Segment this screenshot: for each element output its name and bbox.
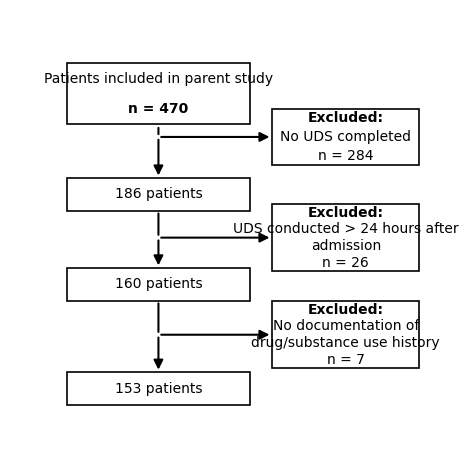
Text: 153 patients: 153 patients: [115, 382, 202, 396]
Text: Patients included in parent study: Patients included in parent study: [44, 71, 273, 85]
Text: No UDS completed: No UDS completed: [280, 130, 411, 144]
FancyBboxPatch shape: [272, 109, 419, 165]
Text: n = 26: n = 26: [322, 255, 369, 269]
Text: drug/substance use history: drug/substance use history: [252, 336, 440, 350]
Text: No documentation of: No documentation of: [273, 319, 419, 333]
Text: 160 patients: 160 patients: [115, 277, 202, 291]
Text: UDS conducted > 24 hours after: UDS conducted > 24 hours after: [233, 222, 459, 236]
Text: Excluded:: Excluded:: [308, 111, 384, 125]
FancyBboxPatch shape: [66, 178, 250, 211]
Text: n = 470: n = 470: [128, 102, 189, 116]
FancyBboxPatch shape: [66, 268, 250, 301]
FancyBboxPatch shape: [66, 373, 250, 405]
Text: 186 patients: 186 patients: [115, 187, 202, 201]
Text: n = 7: n = 7: [327, 353, 365, 367]
FancyBboxPatch shape: [66, 63, 250, 124]
Text: Excluded:: Excluded:: [308, 205, 384, 219]
FancyBboxPatch shape: [272, 302, 419, 368]
Text: n = 284: n = 284: [318, 149, 374, 163]
Text: admission: admission: [310, 239, 381, 253]
Text: Excluded:: Excluded:: [308, 303, 384, 317]
FancyBboxPatch shape: [272, 205, 419, 271]
